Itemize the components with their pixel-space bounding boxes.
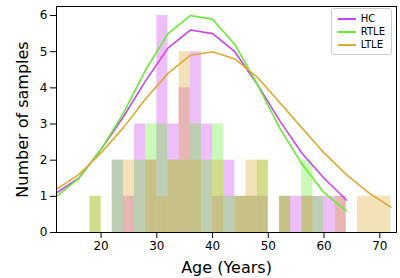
svg-text:40: 40 <box>205 239 220 253</box>
html-text:HC: HC <box>360 13 376 24</box>
svg-text:50: 50 <box>261 239 276 253</box>
html-text:RTLE: RTLE <box>360 26 385 37</box>
html-text:LTLE: LTLE <box>360 39 383 50</box>
svg-text:1: 1 <box>40 189 48 203</box>
svg-text:70: 70 <box>372 239 387 253</box>
svg-text:20: 20 <box>93 239 108 253</box>
svg-text:Number of samples: Number of samples <box>13 41 32 197</box>
svg-text:Age (Years): Age (Years) <box>181 258 272 277</box>
svg-text:4: 4 <box>40 81 48 95</box>
svg-text:3: 3 <box>40 117 48 131</box>
svg-text:2: 2 <box>40 153 48 167</box>
svg-text:60: 60 <box>316 239 331 253</box>
svg-text:5: 5 <box>40 45 48 59</box>
svg-text:30: 30 <box>149 239 164 253</box>
svg-text:6: 6 <box>40 8 48 22</box>
svg-text:0: 0 <box>40 225 48 239</box>
